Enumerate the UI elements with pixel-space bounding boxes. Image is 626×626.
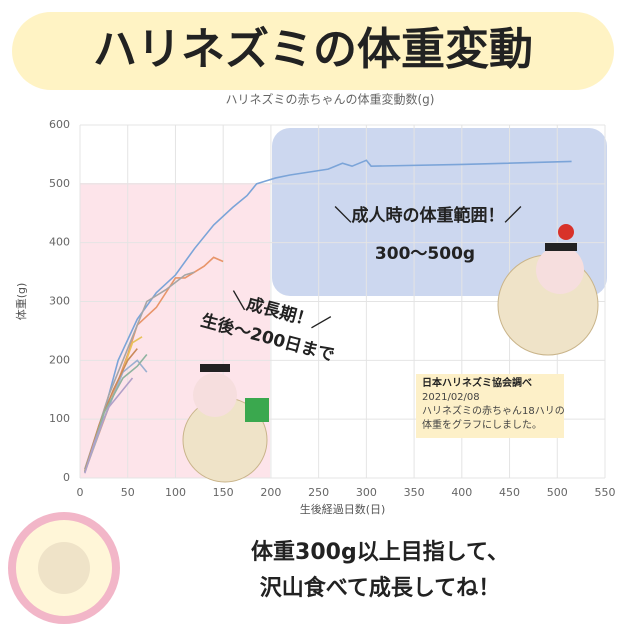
x-tick-label: 400 — [451, 486, 472, 499]
hedgehog-illustration — [182, 224, 599, 483]
footer-line: 体重300g以上目指して、 — [251, 540, 509, 565]
x-tick-label: 100 — [165, 486, 186, 499]
note-line: 日本ハリネズミ協会調べ — [422, 376, 532, 389]
x-tick-label: 150 — [213, 486, 234, 499]
x-tick-label: 200 — [260, 486, 281, 499]
x-tick-label: 350 — [404, 486, 425, 499]
note-line: 2021/02/08 — [422, 392, 480, 403]
banner-title: ハリネズミの体重変動 — [93, 24, 533, 75]
x-tick-label: 250 — [308, 486, 329, 499]
x-tick-label: 450 — [499, 486, 520, 499]
y-tick-label: 300 — [49, 295, 70, 308]
series-line — [84, 377, 134, 474]
y-axis-label: 体重(g) — [14, 283, 28, 321]
x-axis-label: 生後経過日数(日) — [300, 502, 386, 516]
chart-title: ハリネズミの赤ちゃんの体重変動数(g) — [226, 92, 435, 107]
x-tick-label: 50 — [121, 486, 135, 499]
x-tick-label: 300 — [356, 486, 377, 499]
y-tick-label: 200 — [49, 353, 70, 366]
series-line — [84, 271, 195, 470]
adult-region — [272, 128, 607, 296]
y-tick-label: 400 — [49, 236, 70, 249]
x-tick-label: 0 — [77, 486, 84, 499]
logo — [8, 512, 120, 624]
x-tick-label: 550 — [595, 486, 616, 499]
x-tick-label: 500 — [547, 486, 568, 499]
adult-heading: ＼成人時の体重範囲！／ — [335, 205, 522, 226]
footer-line: 沢山食べて成長してね！ — [260, 575, 500, 601]
y-tick-label: 500 — [49, 177, 70, 190]
y-tick-label: 100 — [49, 412, 70, 425]
adult-range: 300〜500g — [375, 244, 475, 264]
note-line: ハリネズミの赤ちゃん18ハリの — [422, 404, 565, 417]
y-tick-label: 0 — [63, 471, 70, 484]
banner — [12, 12, 614, 90]
y-tick-label: 600 — [49, 118, 70, 131]
note-box — [416, 374, 564, 438]
note-line: 体重をグラフにしました。 — [422, 418, 542, 431]
